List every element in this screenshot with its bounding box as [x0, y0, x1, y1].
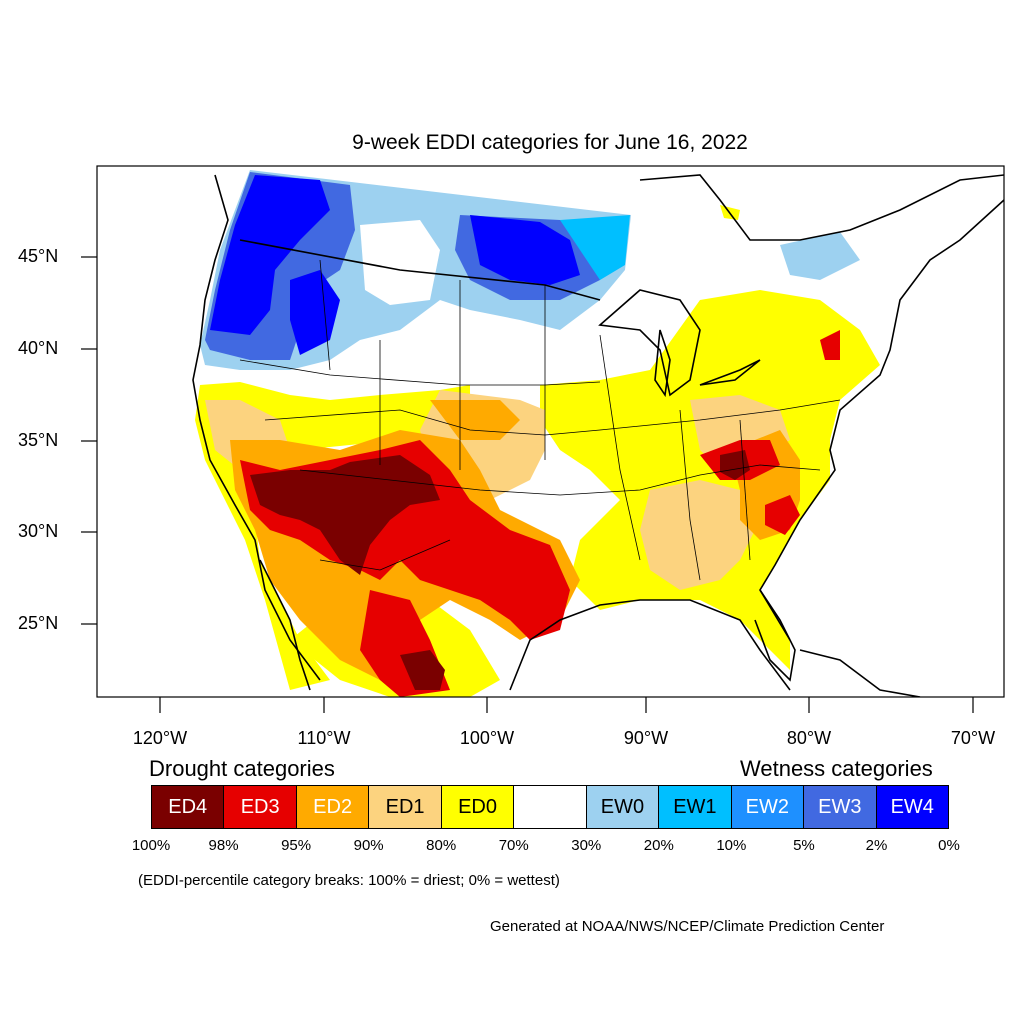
- lat-ticks: [81, 256, 97, 625]
- ed3-region-ne: [820, 330, 840, 360]
- lon-label-100: 100°W: [459, 728, 515, 748]
- break-label: 20%: [643, 837, 674, 854]
- lon-label-120: 120°W: [132, 728, 188, 748]
- credit-text: Generated at NOAA/NWS/NCEP/Climate Predi…: [490, 918, 885, 935]
- legend-swatch-ed0: ED0: [441, 785, 515, 829]
- ed1-region-southeast: [640, 480, 760, 590]
- break-label: 95%: [281, 837, 312, 854]
- lon-label-80: 80°W: [786, 728, 832, 748]
- wetness-heading: Wetness categories: [740, 756, 933, 781]
- lat-label-35: 35°N: [18, 430, 59, 450]
- legend-bar: ED4 ED3 ED2 ED1 ED0 EW0 EW1 EW2 EW3 EW4: [151, 785, 949, 829]
- lat-label-45: 45°N: [18, 246, 59, 266]
- ed0-region-east: [540, 290, 880, 670]
- break-label: 70%: [498, 837, 529, 854]
- canada-border: [239, 239, 601, 301]
- lat-label-30: 30°N: [18, 521, 59, 541]
- lon-label-110: 110°W: [297, 728, 351, 748]
- legend-swatch-ew0: EW0: [586, 785, 660, 829]
- coastlines: [192, 174, 1004, 697]
- legend-swatch-ew1: EW1: [659, 785, 732, 829]
- west-coast-line: [192, 174, 321, 681]
- baja-line: [259, 559, 311, 691]
- break-label: 100%: [131, 837, 171, 854]
- ed4-region-mexico: [400, 650, 445, 690]
- great-lakes-line: [598, 289, 701, 397]
- legend-swatch-neutral: [514, 785, 587, 829]
- break-label: 0%: [938, 837, 960, 854]
- category-note: (EDDI-percentile category breaks: 100% =…: [138, 872, 560, 889]
- break-label: 98%: [208, 837, 239, 854]
- hudson-coast: [639, 174, 1004, 241]
- legend-swatch-ed2: ED2: [296, 785, 370, 829]
- break-label: 80%: [426, 837, 457, 854]
- legend-swatch-ew4: EW4: [876, 785, 949, 829]
- cuba-line: [799, 649, 921, 697]
- lon-label-70: 70°W: [950, 728, 996, 748]
- break-label: 90%: [353, 837, 384, 854]
- legend-swatch-ed4: ED4: [151, 785, 225, 829]
- lake-michigan: [654, 329, 671, 398]
- map-title: 9-week EDDI categories for June 16, 2022: [352, 131, 748, 154]
- gulf-coast-line: [509, 599, 791, 691]
- drought-heading: Drought categories: [149, 756, 335, 781]
- legend-swatch-ed1: ED1: [369, 785, 442, 829]
- white-region-montana: [360, 220, 440, 305]
- break-label: 2%: [865, 837, 888, 854]
- east-coast-line: [759, 199, 1004, 641]
- break-label: 10%: [716, 837, 747, 854]
- break-label: 30%: [571, 837, 602, 854]
- state-borders: [239, 259, 841, 581]
- lon-ticks: [159, 697, 974, 713]
- ew1-region-mn: [560, 215, 630, 280]
- legend-swatch-ew3: EW3: [804, 785, 877, 829]
- lat-label-40: 40°N: [18, 338, 59, 358]
- ed4-region-az-nm: [250, 455, 440, 575]
- lon-label-90: 90°W: [623, 728, 669, 748]
- florida-line: [754, 589, 796, 682]
- legend-swatch-ed3: ED3: [224, 785, 297, 829]
- ed3-region-carolina: [765, 495, 800, 535]
- ew4-region-northwest: [210, 175, 330, 335]
- ew0-region-quebec: [780, 232, 860, 280]
- legend-swatch-ew2: EW2: [731, 785, 805, 829]
- ed2-region-texas-pan: [430, 400, 520, 440]
- lat-label-25: 25°N: [18, 613, 59, 633]
- map-fill: [190, 170, 1004, 697]
- break-label: 5%: [793, 837, 815, 854]
- ew4-region-pnw-east: [290, 270, 340, 355]
- lake-erie: [699, 359, 761, 386]
- map-border: [96, 165, 1005, 698]
- ew4-region-dakota: [470, 215, 580, 285]
